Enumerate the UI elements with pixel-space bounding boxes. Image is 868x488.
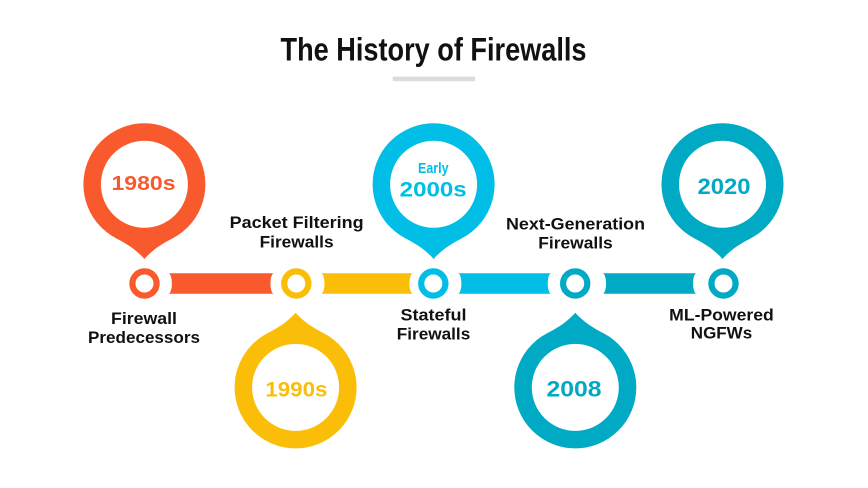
svg-text:1990s: 1990s xyxy=(265,377,327,401)
svg-text:Firewalls: Firewalls xyxy=(538,235,613,253)
svg-text:Early: Early xyxy=(418,161,449,177)
svg-text:Firewalls: Firewalls xyxy=(397,325,471,343)
svg-text:Firewalls: Firewalls xyxy=(260,234,334,252)
svg-text:NGFWs: NGFWs xyxy=(691,324,752,342)
svg-text:Firewall: Firewall xyxy=(111,310,177,328)
svg-text:The History of Firewalls: The History of Firewalls xyxy=(281,31,587,67)
svg-text:Packet Filtering: Packet Filtering xyxy=(230,214,364,232)
svg-text:ML-Powered: ML-Powered xyxy=(669,306,774,324)
svg-text:1980s: 1980s xyxy=(112,173,176,195)
svg-text:Predecessors: Predecessors xyxy=(88,329,200,347)
svg-text:Stateful: Stateful xyxy=(401,306,467,324)
svg-text:2000s: 2000s xyxy=(400,179,467,202)
svg-text:2020: 2020 xyxy=(698,174,751,199)
svg-text:Next-Generation: Next-Generation xyxy=(506,216,645,234)
svg-text:2008: 2008 xyxy=(547,377,602,402)
